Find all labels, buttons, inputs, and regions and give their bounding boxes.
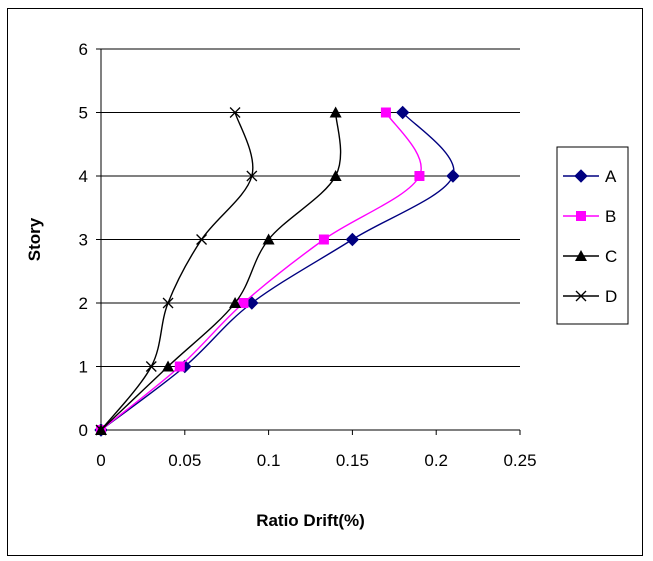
- y-tick-labels: 0 1 2 3 4 5 6: [79, 40, 88, 440]
- data-point-D-2: [162, 297, 174, 309]
- data-point-D-4: [246, 170, 258, 182]
- axes: [96, 48, 521, 435]
- legend-label-D: D: [605, 287, 617, 306]
- y-axis-title: Story: [25, 217, 44, 261]
- data-point-B-4: [414, 171, 425, 181]
- legend-marker-C: [575, 250, 587, 261]
- legend-box: [556, 146, 629, 325]
- y-tick-label: 3: [79, 231, 88, 250]
- data-point-D-5: [229, 107, 241, 118]
- x-tick-label: 0: [96, 451, 105, 470]
- legend-item-D: D: [563, 287, 617, 306]
- x-marker-stroke: [246, 170, 258, 182]
- series-B: [96, 107, 425, 435]
- series-C: [95, 106, 342, 435]
- data-point-C-3: [262, 233, 275, 245]
- legend-marker-B: [576, 211, 586, 221]
- x-tick-label: 0.15: [336, 451, 369, 470]
- x-tick-label: 0.2: [424, 451, 448, 470]
- x-tick-label: 0.25: [503, 451, 536, 470]
- data-point-D-0: [95, 424, 107, 436]
- x-tick-label: 0.05: [168, 451, 201, 470]
- x-tick-labels: 0 0.05 0.1 0.15 0.2 0.25: [96, 451, 536, 470]
- series-line-C: [100, 112, 342, 431]
- x-axis-title: Ratio Drift(%): [256, 511, 365, 530]
- series-A: [94, 105, 460, 437]
- x-tick-label: 0.1: [257, 451, 281, 470]
- legend-label-B: B: [605, 207, 616, 226]
- data-point-A-3: [345, 232, 360, 247]
- series-line-A: [100, 112, 455, 431]
- data-point-A-4: [446, 169, 460, 183]
- series-group: [94, 105, 460, 437]
- legend-label-C: C: [605, 247, 617, 266]
- series-line-D: [100, 112, 254, 431]
- x-marker-stroke: [196, 234, 208, 245]
- legend-marker-D: [575, 290, 587, 302]
- data-point-B-5: [380, 107, 391, 118]
- y-tick-label: 4: [79, 167, 88, 186]
- data-point-C-1: [162, 360, 175, 372]
- data-point-B-2: [238, 298, 249, 308]
- series-D: [95, 107, 258, 436]
- data-point-C-5: [329, 106, 342, 118]
- data-point-B-3: [318, 234, 329, 245]
- y-tick-label: 0: [79, 421, 88, 440]
- x-marker-stroke: [162, 297, 174, 309]
- legend-marker-A: [574, 169, 588, 183]
- data-point-C-4: [329, 170, 342, 181]
- data-point-B-1: [174, 361, 185, 372]
- y-tick-label: 5: [79, 104, 88, 123]
- x-marker-stroke: [145, 361, 157, 372]
- data-point-A-5: [395, 105, 410, 120]
- legend-label-A: A: [605, 167, 617, 186]
- legend-item-C: C: [563, 247, 617, 266]
- data-point-D-1: [145, 361, 157, 372]
- y-tick-label: 2: [79, 294, 88, 313]
- data-point-C-2: [229, 297, 242, 308]
- x-marker-stroke: [575, 290, 587, 302]
- chart-frame: [7, 8, 643, 556]
- x-marker-stroke: [95, 424, 107, 436]
- legend-item-B: B: [563, 207, 616, 226]
- y-tick-label: 6: [79, 40, 88, 59]
- legend-item-A: A: [563, 167, 617, 186]
- data-point-D-3: [196, 234, 208, 245]
- x-marker-stroke: [229, 107, 241, 118]
- series-line-B: [100, 112, 422, 431]
- legend: A B C D: [556, 146, 629, 325]
- y-tick-label: 1: [79, 358, 88, 377]
